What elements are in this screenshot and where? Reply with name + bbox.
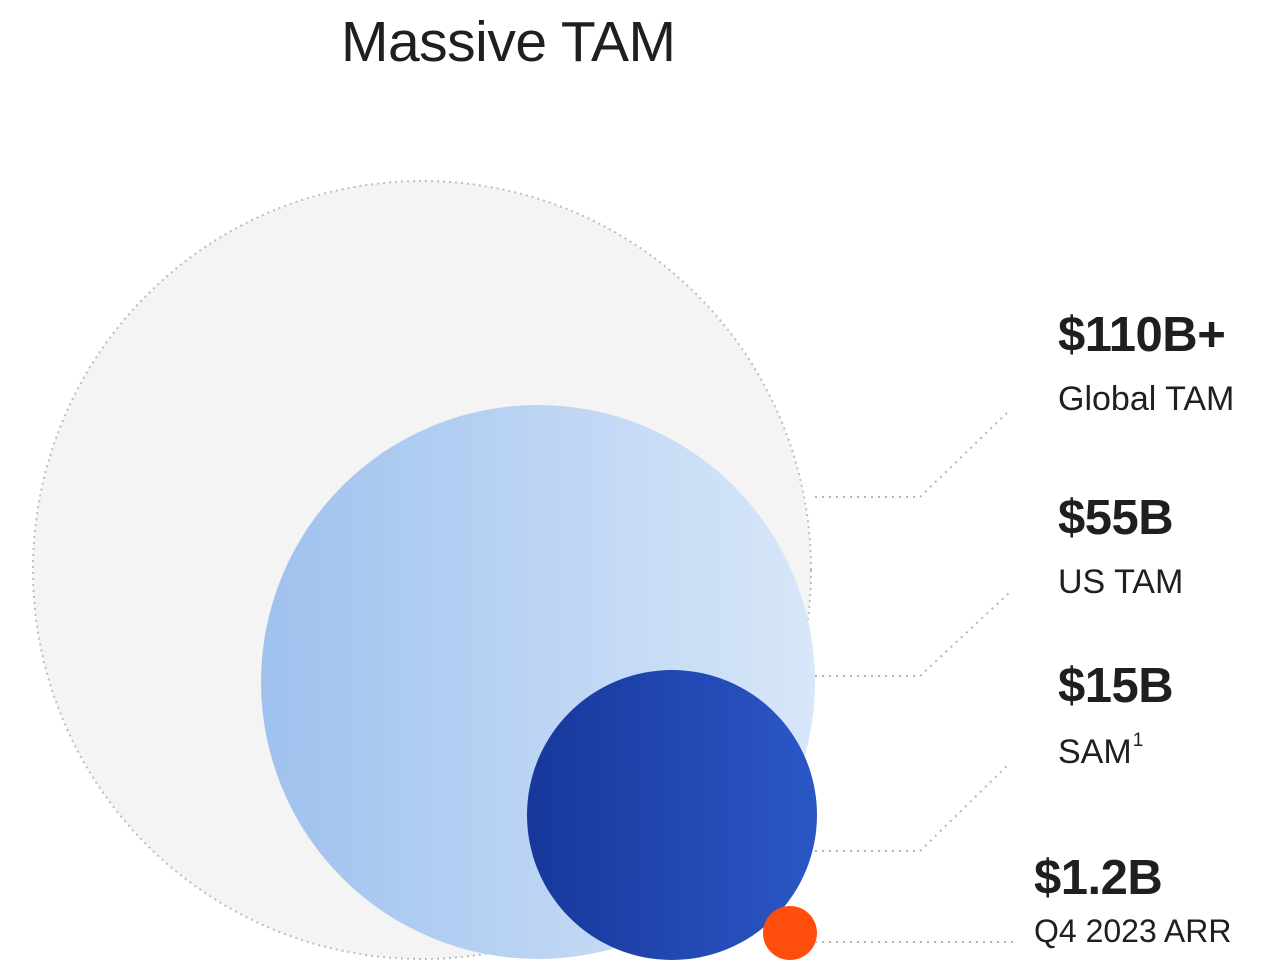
connector-sam	[815, 762, 1011, 852]
us-tam-value: $55B	[1058, 491, 1174, 545]
us-tam-caption: US TAM	[1058, 563, 1184, 601]
sam-caption-wrap: SAM1	[1058, 731, 1173, 771]
page-title: Massive TAM	[341, 10, 676, 74]
arr-value: $1.2B	[1034, 851, 1163, 905]
arr-caption: Q4 2023 ARR	[1034, 913, 1232, 949]
connector-global	[815, 409, 1011, 498]
global-tam-value: $110B+	[1058, 308, 1226, 362]
global-tam-label: $110B+ Global TAM	[1058, 308, 1235, 418]
sam-value: $15B	[1058, 659, 1174, 713]
global-tam-caption: Global TAM	[1058, 380, 1235, 418]
sam-footnote: 1	[1132, 730, 1144, 751]
sam-caption: SAM	[1058, 733, 1132, 771]
arr-dot	[763, 906, 817, 960]
connector-us	[815, 591, 1011, 677]
us-tam-label: $55B US TAM	[1058, 491, 1184, 601]
arr-label: $1.2B Q4 2023 ARR	[1034, 851, 1232, 949]
sam-circle	[527, 670, 817, 960]
sam-label: $15B SAM1	[1058, 659, 1174, 771]
